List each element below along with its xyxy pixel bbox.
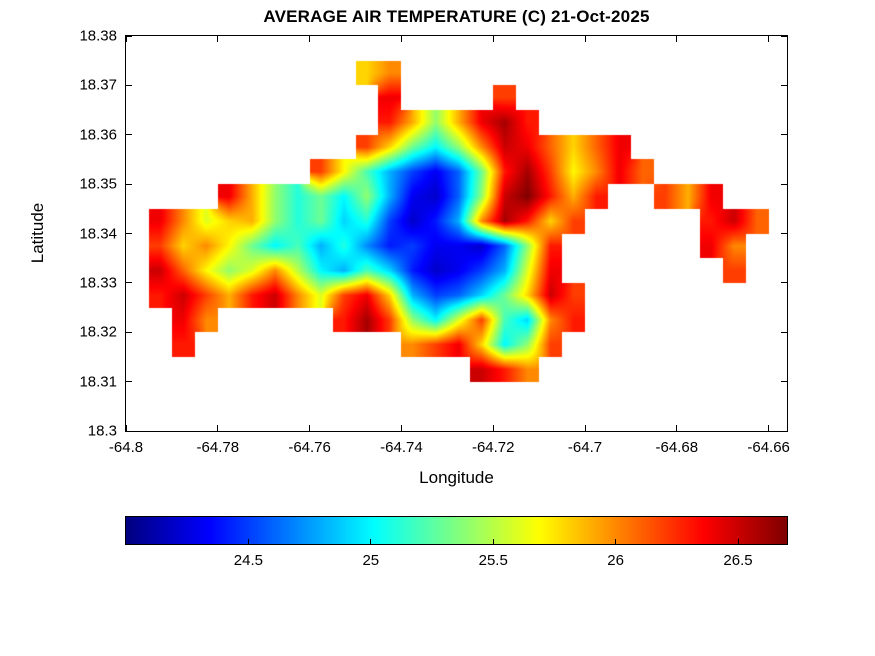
x-tick-label: -64.78 xyxy=(196,439,240,456)
chart-title: AVERAGE AIR TEMPERATURE (C) 21-Oct-2025 xyxy=(263,7,650,26)
y-tick-label: 18.38 xyxy=(79,27,117,45)
y-axis-label: Latitude xyxy=(28,202,47,264)
x-tick-label: -64.66 xyxy=(747,439,790,456)
plot-area xyxy=(125,35,788,432)
x-tick-label: -64.8 xyxy=(108,439,144,456)
colorbar-tick-label: 26 xyxy=(607,552,624,569)
x-tick-label: -64.76 xyxy=(288,439,331,456)
y-tick-label: 18.3 xyxy=(87,422,117,440)
x-tick-label: -64.72 xyxy=(471,439,515,456)
colorbar-canvas xyxy=(126,517,787,544)
colorbar-tick-label: 25.5 xyxy=(478,552,508,569)
y-tick-label: 18.36 xyxy=(79,126,117,144)
y-tick-label: 18.37 xyxy=(79,76,117,94)
x-tick-label: -64.68 xyxy=(655,439,699,456)
heatmap-canvas xyxy=(126,36,787,431)
y-tick-label: 18.35 xyxy=(79,175,117,193)
colorbar xyxy=(125,516,788,545)
y-tick-label: 18.31 xyxy=(79,373,117,391)
x-tick-label: -64.74 xyxy=(380,439,423,456)
colorbar-tick-label: 24.5 xyxy=(233,552,264,569)
colorbar-tick-label: 26.5 xyxy=(723,552,753,569)
y-tick-label: 18.32 xyxy=(79,323,117,341)
x-axis-label: Longitude xyxy=(419,468,494,487)
x-tick-label: -64.7 xyxy=(567,439,603,456)
y-tick-label: 18.33 xyxy=(79,274,117,292)
y-tick-label: 18.34 xyxy=(79,225,117,242)
colorbar-tick-label: 25 xyxy=(362,552,380,569)
